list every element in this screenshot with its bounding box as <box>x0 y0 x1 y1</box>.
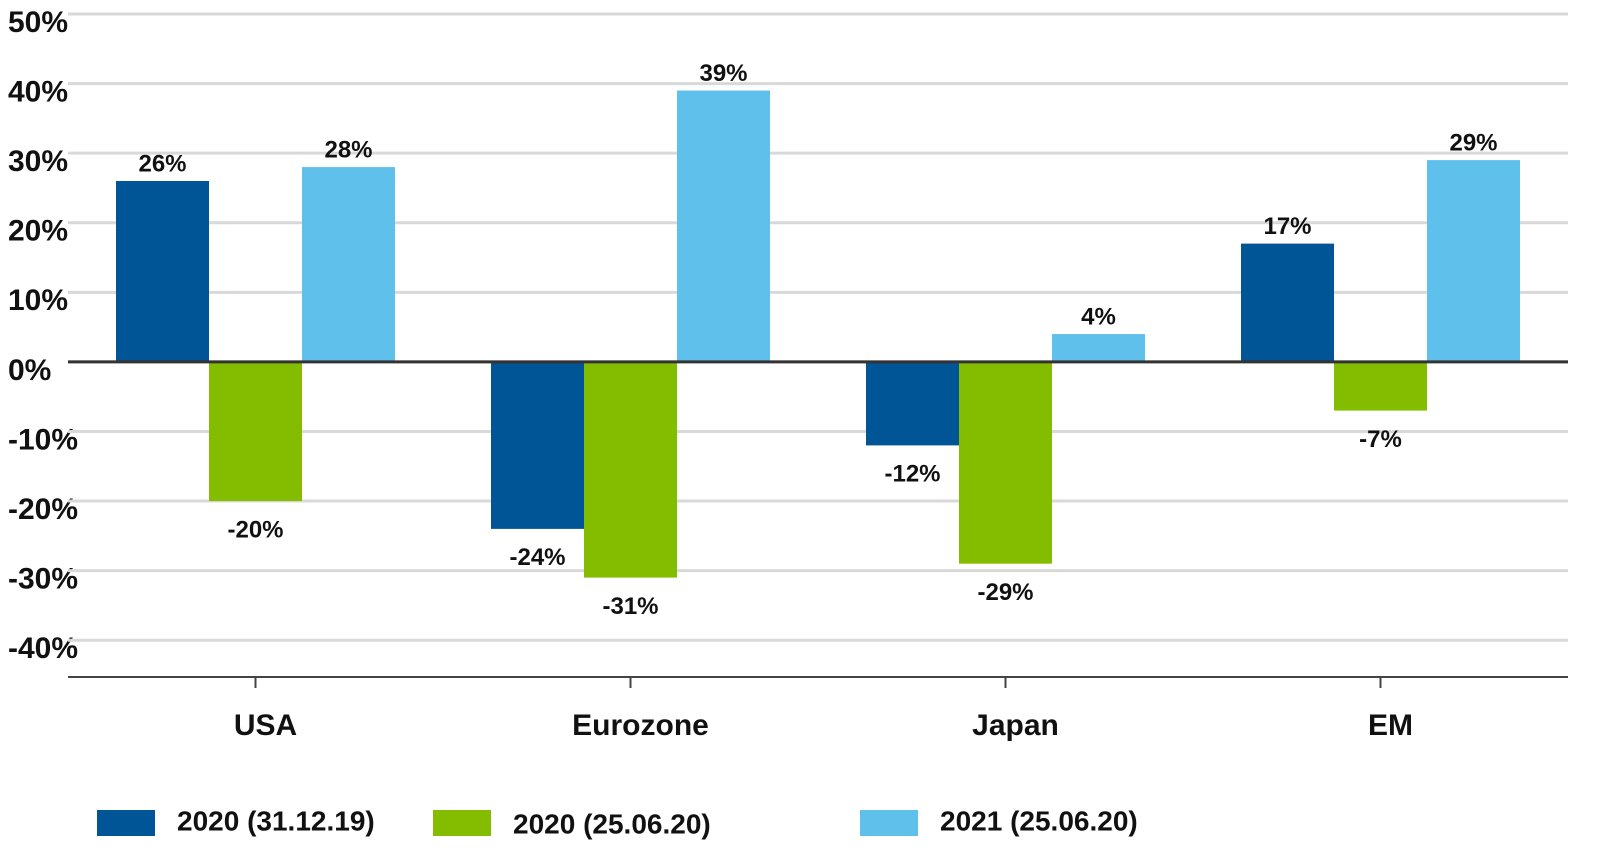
bar <box>116 180 209 362</box>
legend-label: 2021 (25.06.20) <box>940 805 1138 836</box>
legend-swatch <box>97 810 155 836</box>
value-label: 39% <box>699 60 747 87</box>
bar <box>209 361 302 502</box>
bar <box>584 361 677 578</box>
x-tick-label: Japan <box>972 709 1059 742</box>
bar <box>1334 361 1427 411</box>
bar <box>1241 243 1334 362</box>
x-tick-label: Eurozone <box>572 709 709 742</box>
legend-swatch <box>860 810 918 836</box>
value-label: -12% <box>884 461 940 488</box>
bar <box>677 90 770 362</box>
value-label: -7% <box>1359 426 1402 453</box>
y-tick-label: -20% <box>8 493 78 526</box>
value-label: 17% <box>1263 213 1311 240</box>
y-tick-label: 30% <box>8 145 68 178</box>
value-label: 4% <box>1081 303 1116 330</box>
y-tick-label: 0% <box>8 354 51 387</box>
legend-swatch <box>433 810 491 836</box>
value-label: 28% <box>324 136 372 163</box>
value-label: -20% <box>227 516 283 543</box>
bar <box>959 361 1052 564</box>
value-label: -29% <box>977 579 1033 606</box>
y-tick-label: -30% <box>8 563 78 596</box>
x-tick-label: USA <box>234 709 297 742</box>
y-tick-label: 10% <box>8 284 68 317</box>
y-tick-label: -40% <box>8 632 78 665</box>
legend-label: 2020 (25.06.20) <box>513 808 711 839</box>
bar <box>491 361 584 529</box>
value-label: -24% <box>509 544 565 571</box>
value-label: -31% <box>602 593 658 620</box>
y-tick-label: -10% <box>8 423 78 456</box>
x-tick-label: EM <box>1368 709 1413 742</box>
value-label: 26% <box>138 150 186 177</box>
legend-label: 2020 (31.12.19) <box>177 805 375 836</box>
bar <box>1427 160 1520 362</box>
value-label: 29% <box>1449 129 1497 156</box>
y-tick-label: 50% <box>8 6 68 39</box>
bar <box>302 167 395 362</box>
bar <box>1052 334 1145 362</box>
y-tick-label: 40% <box>8 76 68 109</box>
y-tick-label: 20% <box>8 215 68 248</box>
bar <box>866 361 959 446</box>
